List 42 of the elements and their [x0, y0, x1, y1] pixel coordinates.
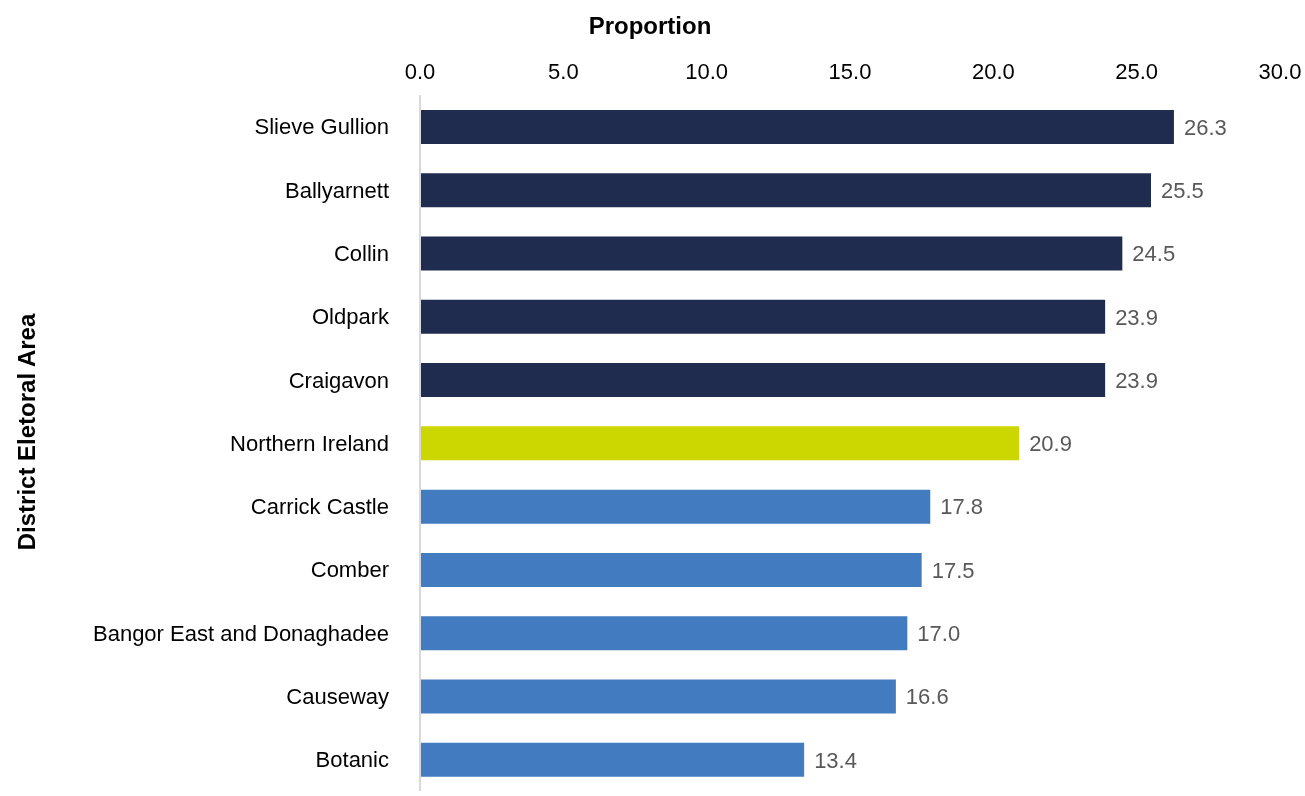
- x-tick-label: 25.0: [1115, 59, 1159, 84]
- data-label: 24.5: [1132, 241, 1176, 267]
- y-tick-label: Comber: [310, 557, 389, 583]
- y-axis-title: District Eletoral Area: [13, 313, 41, 551]
- bar: [420, 742, 805, 777]
- data-label: 20.9: [1029, 431, 1072, 457]
- y-tick-label: Bangor East and Donaghadee: [92, 620, 389, 646]
- data-label: 16.6: [905, 684, 949, 710]
- x-tick-label: 5.0: [548, 59, 579, 84]
- data-label: 17.5: [931, 557, 975, 583]
- bar: [420, 110, 1174, 144]
- data-label: 25.5: [1161, 178, 1204, 204]
- y-tick-label: Oldpark: [311, 304, 390, 330]
- data-label: 23.9: [1115, 304, 1158, 330]
- bar: [420, 363, 1106, 398]
- data-label: 17.0: [917, 620, 961, 646]
- y-tick-label: Botanic: [315, 747, 389, 773]
- data-label: 17.8: [940, 494, 984, 520]
- x-tick-label: 30.0: [1258, 59, 1302, 84]
- y-tick-label: Causeway: [286, 683, 389, 709]
- bar: [420, 616, 908, 651]
- bar: [420, 489, 931, 524]
- x-tick-label: 0.0: [404, 59, 436, 84]
- y-tick-label: Ballyarnett: [285, 177, 389, 203]
- data-label: 23.9: [1115, 367, 1158, 393]
- x-tick-label: 20.0: [971, 59, 1015, 84]
- bar: [420, 679, 896, 714]
- y-tick-label: Carrick Castle: [250, 494, 389, 520]
- data-label: 26.3: [1183, 114, 1227, 140]
- x-tick-label: 15.0: [828, 59, 872, 84]
- bar: [420, 552, 922, 587]
- y-tick-label: Slieve Gullion: [254, 114, 389, 140]
- y-tick-label: Collin: [333, 240, 389, 266]
- x-tick-label: 10.0: [685, 59, 729, 84]
- data-label: 13.4: [814, 747, 857, 773]
- y-tick-label: Craigavon: [288, 367, 389, 393]
- y-tick-label: Northern Ireland: [230, 430, 389, 456]
- bar: [420, 426, 1020, 461]
- bar: [420, 299, 1106, 334]
- bar: [420, 173, 1151, 208]
- x-axis-title: Proportion: [587, 12, 713, 40]
- bar: [420, 236, 1123, 271]
